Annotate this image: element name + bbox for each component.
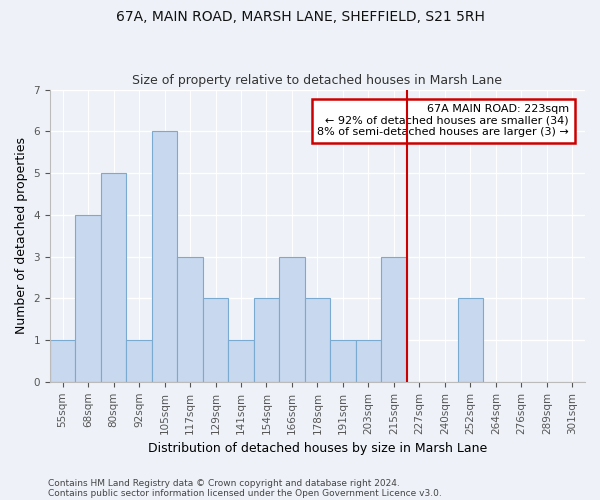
Text: 67A MAIN ROAD: 223sqm
← 92% of detached houses are smaller (34)
8% of semi-detac: 67A MAIN ROAD: 223sqm ← 92% of detached … [317,104,569,138]
Bar [50,340,76,382]
Bar [203,298,228,382]
Bar [381,256,407,382]
Y-axis label: Number of detached properties: Number of detached properties [15,137,28,334]
Text: Contains HM Land Registry data © Crown copyright and database right 2024.: Contains HM Land Registry data © Crown c… [48,478,400,488]
Bar [254,298,279,382]
Bar [101,173,127,382]
Bar [228,340,254,382]
Bar [76,215,101,382]
Bar [356,340,381,382]
Text: 67A, MAIN ROAD, MARSH LANE, SHEFFIELD, S21 5RH: 67A, MAIN ROAD, MARSH LANE, SHEFFIELD, S… [116,10,484,24]
Bar [305,298,330,382]
Bar [178,256,203,382]
X-axis label: Distribution of detached houses by size in Marsh Lane: Distribution of detached houses by size … [148,442,487,455]
Bar [279,256,305,382]
Title: Size of property relative to detached houses in Marsh Lane: Size of property relative to detached ho… [133,74,502,87]
Bar [127,340,152,382]
Text: Contains public sector information licensed under the Open Government Licence v3: Contains public sector information licen… [48,488,442,498]
Bar [458,298,483,382]
Bar [152,132,178,382]
Bar [330,340,356,382]
